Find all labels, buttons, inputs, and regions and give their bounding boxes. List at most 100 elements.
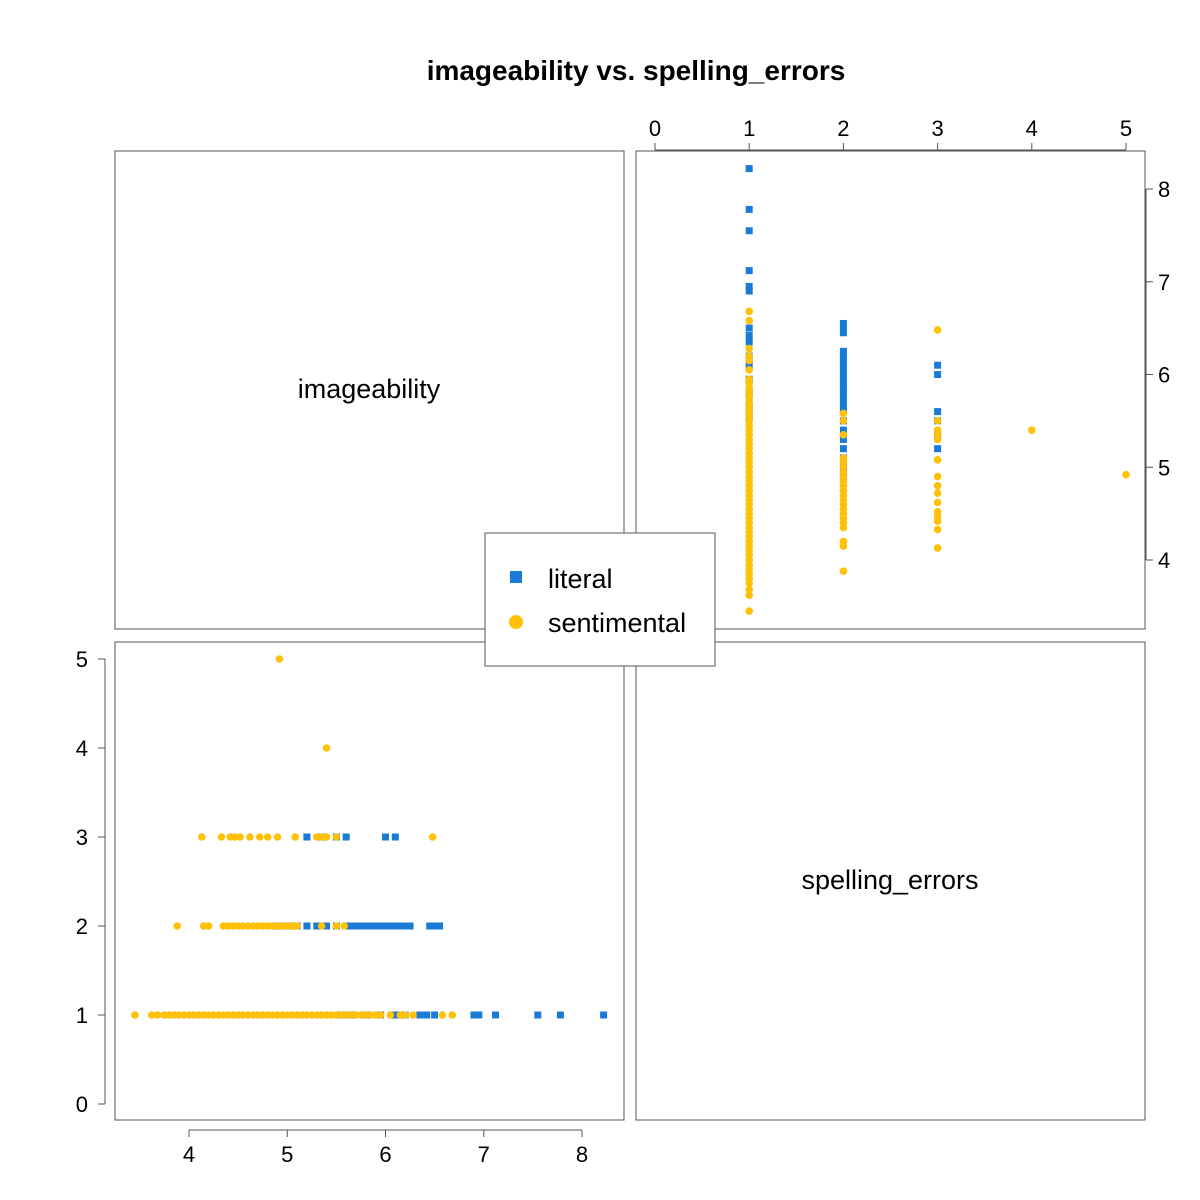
point-literal-bottom-left [492, 1011, 500, 1019]
point-literal-bottom-left [401, 922, 409, 930]
point-sentimental-top-right [933, 525, 942, 534]
point-sentimental-bottom-left [317, 922, 326, 930]
point-literal-bottom-left [342, 833, 350, 841]
point-sentimental-top-right [745, 591, 753, 600]
tick-label-left: 3 [76, 825, 88, 850]
point-sentimental-top-right [745, 366, 753, 374]
point-sentimental-top-right [933, 507, 942, 516]
chart-title: imageability vs. spelling_errors [427, 55, 846, 86]
point-sentimental-bottom-left [332, 922, 341, 930]
point-literal-top-right [745, 287, 753, 295]
point-literal-top-right [839, 435, 847, 443]
point-sentimental-bottom-left [173, 922, 182, 930]
point-literal-top-right [839, 352, 847, 360]
point-sentimental-top-right [745, 375, 753, 383]
point-literal-bottom-left [313, 922, 321, 930]
point-literal-top-right [839, 403, 847, 411]
point-sentimental-bottom-left [255, 833, 264, 841]
diagonal-label-spelling-errors: spelling_errors [801, 865, 978, 895]
tick-label-top: 5 [1120, 116, 1132, 141]
point-sentimental-top-right [745, 307, 753, 316]
point-sentimental-bottom-left [428, 833, 437, 841]
point-sentimental-top-right [933, 456, 942, 464]
legend-marker-literal [510, 571, 522, 583]
point-sentimental-top-right [1028, 426, 1036, 434]
tick-label-left: 4 [76, 736, 88, 761]
point-literal-bottom-left [431, 1011, 439, 1019]
tick-label-left: 2 [76, 914, 88, 939]
point-sentimental-top-right [933, 482, 942, 490]
points-group [131, 165, 1130, 1019]
point-literal-top-right [745, 165, 753, 173]
point-literal-bottom-left [600, 1011, 608, 1019]
point-sentimental-bottom-left [409, 1011, 417, 1019]
point-literal-bottom-left [391, 922, 399, 930]
point-literal-bottom-left [303, 922, 311, 930]
point-literal-bottom-left [377, 922, 385, 930]
point-sentimental-bottom-left [246, 833, 254, 841]
tick-label-right: 4 [1158, 548, 1170, 573]
point-sentimental-top-right [1122, 470, 1130, 479]
tick-label-bottom: 4 [183, 1142, 195, 1167]
tick-label-top: 0 [649, 116, 661, 141]
point-literal-top-right [839, 361, 847, 369]
point-sentimental-top-right [745, 607, 753, 615]
point-literal-top-right [934, 408, 942, 416]
point-literal-top-right [745, 338, 753, 346]
panel-bottom-left [114, 641, 625, 1121]
point-literal-top-right [839, 394, 847, 402]
point-sentimental-top-right [933, 326, 942, 334]
panel-bottom-right [635, 641, 1146, 1121]
point-literal-bottom-left [470, 1011, 478, 1019]
point-sentimental-top-right [839, 417, 848, 425]
point-sentimental-bottom-left [322, 833, 331, 841]
point-literal-bottom-left [391, 833, 399, 841]
tick-label-right: 5 [1158, 455, 1170, 480]
point-sentimental-top-right [933, 426, 942, 434]
tick-label-top: 2 [837, 116, 849, 141]
point-sentimental-top-right [839, 430, 848, 439]
point-literal-top-right [934, 445, 942, 453]
legend-label-sentimental: sentimental [548, 608, 686, 638]
point-sentimental-bottom-left [197, 833, 206, 841]
point-sentimental-bottom-left [293, 922, 301, 930]
point-sentimental-bottom-left [204, 922, 213, 930]
point-literal-bottom-left [475, 1011, 483, 1019]
point-literal-bottom-left [423, 1011, 431, 1019]
point-literal-bottom-left [436, 922, 444, 930]
point-sentimental-top-right [933, 489, 942, 498]
point-literal-top-right [934, 361, 942, 369]
point-sentimental-bottom-left [340, 922, 349, 930]
tick-label-top: 4 [1026, 116, 1038, 141]
panel-top-left [114, 150, 625, 630]
point-sentimental-top-right [933, 544, 942, 552]
point-literal-top-right [839, 357, 847, 365]
point-literal-top-right [745, 282, 753, 290]
point-literal-bottom-left [386, 922, 394, 930]
point-literal-top-right [839, 426, 847, 434]
legend: literal sentimental [484, 532, 716, 667]
point-sentimental-top-right [839, 537, 848, 546]
point-literal-bottom-left [382, 833, 389, 841]
point-literal-bottom-left [416, 1011, 424, 1019]
point-literal-top-right [745, 205, 753, 213]
point-literal-top-right [839, 398, 847, 406]
point-sentimental-bottom-left [332, 833, 341, 841]
legend-box [484, 532, 716, 667]
tick-label-bottom: 7 [478, 1142, 490, 1167]
point-sentimental-bottom-left [236, 833, 244, 841]
point-literal-top-right [839, 380, 847, 388]
point-literal-top-right [839, 384, 847, 392]
point-literal-top-right [839, 375, 847, 383]
point-sentimental-bottom-left [131, 1011, 139, 1019]
point-sentimental-top-right [745, 344, 753, 353]
tick-label-bottom: 6 [379, 1142, 391, 1167]
tick-label-right: 6 [1158, 363, 1170, 388]
point-sentimental-top-right [745, 352, 753, 360]
tick-label-bottom: 5 [281, 1142, 293, 1167]
point-literal-bottom-left [323, 922, 331, 930]
point-literal-top-right [839, 329, 847, 337]
point-sentimental-bottom-left [263, 833, 272, 841]
point-literal-bottom-left [367, 922, 375, 930]
